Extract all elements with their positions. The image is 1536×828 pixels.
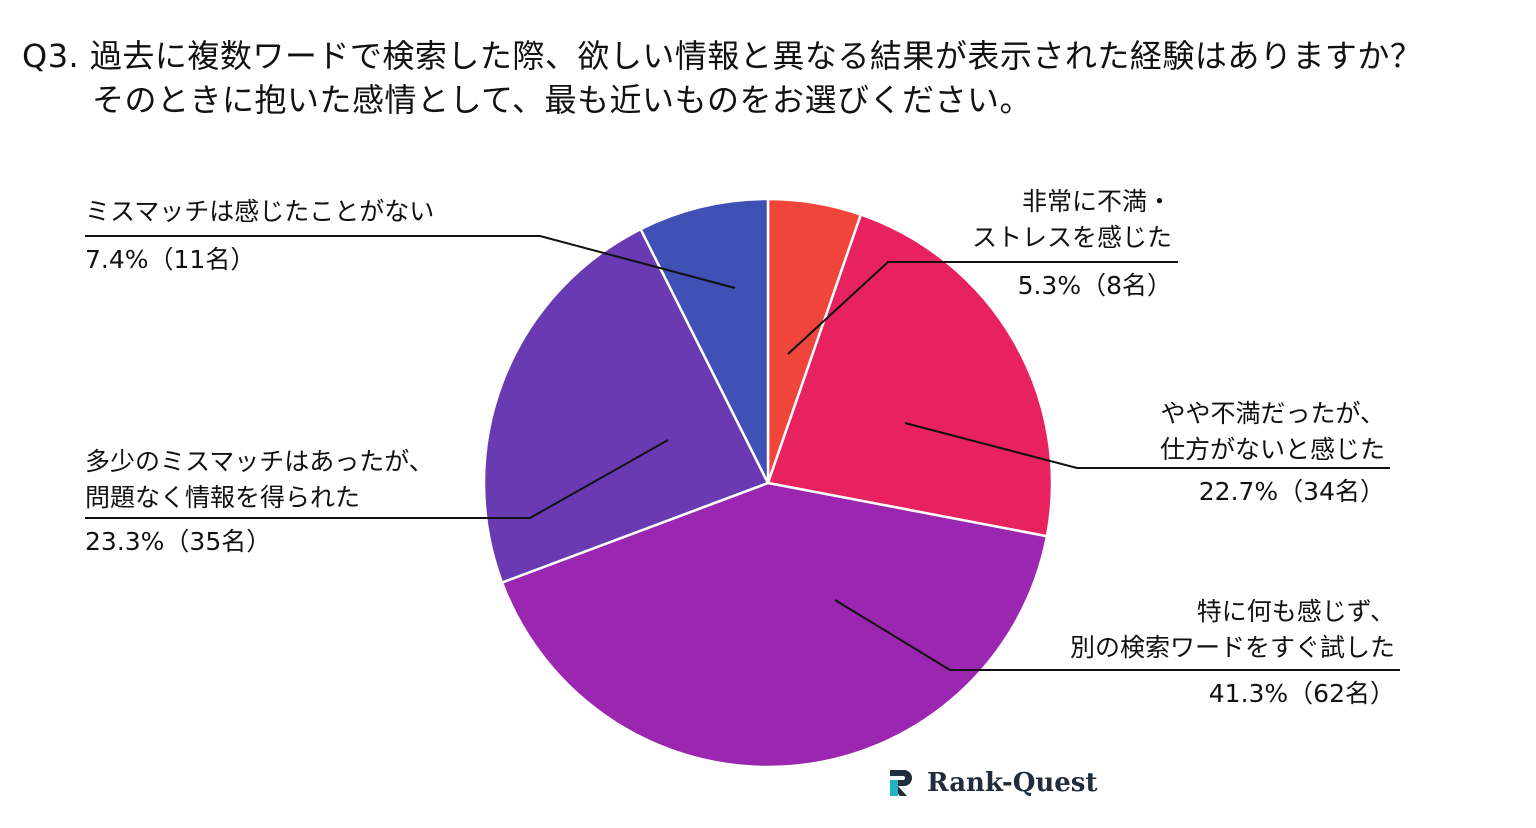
slice-label-2-line-1: やや不満だったが、 [1160, 399, 1385, 428]
pie-slice-5 [638, 197, 770, 484]
slice-label-1-line-1: 非常に不満・ [1022, 187, 1172, 216]
brand-logo: Rank-Quest [885, 766, 1097, 800]
leader-line-1 [787, 261, 1178, 355]
slice-label-2-line-2: 仕方がないと感じた [1160, 435, 1385, 464]
pie-slice-4 [482, 227, 770, 585]
question-title-line2: そのときに抱いた感情として、最も近いものをお選びください。 [92, 81, 1032, 119]
slice-label-3-line-1: 特に何も感じず、 [1197, 597, 1395, 626]
slice-label-3-line-2: 別の検索ワードをすぐ試した [1070, 633, 1395, 662]
slice-label-4-line-1: 多少のミスマッチはあったが、 [85, 447, 434, 476]
pie-slice-2 [766, 213, 1054, 538]
slice-value-label-3: 41.3%（62名） [1209, 679, 1395, 708]
logo-text: Rank-Quest [927, 768, 1098, 798]
slice-label-5-line-1: ミスマッチは感じたことがない [85, 197, 434, 226]
leader-line-2 [904, 422, 1390, 469]
question-title-line1: Q3. 過去に複数ワードで検索した際、欲しい情報と異なる結果が表示された経験はあ… [22, 37, 1423, 75]
rank-quest-logo-icon [890, 770, 912, 796]
slice-value-label-4: 23.3%（35名） [85, 527, 271, 556]
leader-line-3 [834, 599, 1400, 671]
pie-slice-3 [500, 481, 1049, 769]
leader-line-5 [85, 235, 736, 289]
leader-line-4 [85, 439, 669, 519]
slice-label-4-line-2: 問題なく情報を得られた [85, 483, 360, 512]
slice-value-label-2: 22.7%（34名） [1199, 477, 1385, 506]
slice-value-label-5: 7.4%（11名） [85, 245, 255, 274]
slice-value-label-1: 5.3%（8名） [1018, 271, 1172, 300]
slice-label-1-line-2: ストレスを感じた [972, 223, 1172, 252]
